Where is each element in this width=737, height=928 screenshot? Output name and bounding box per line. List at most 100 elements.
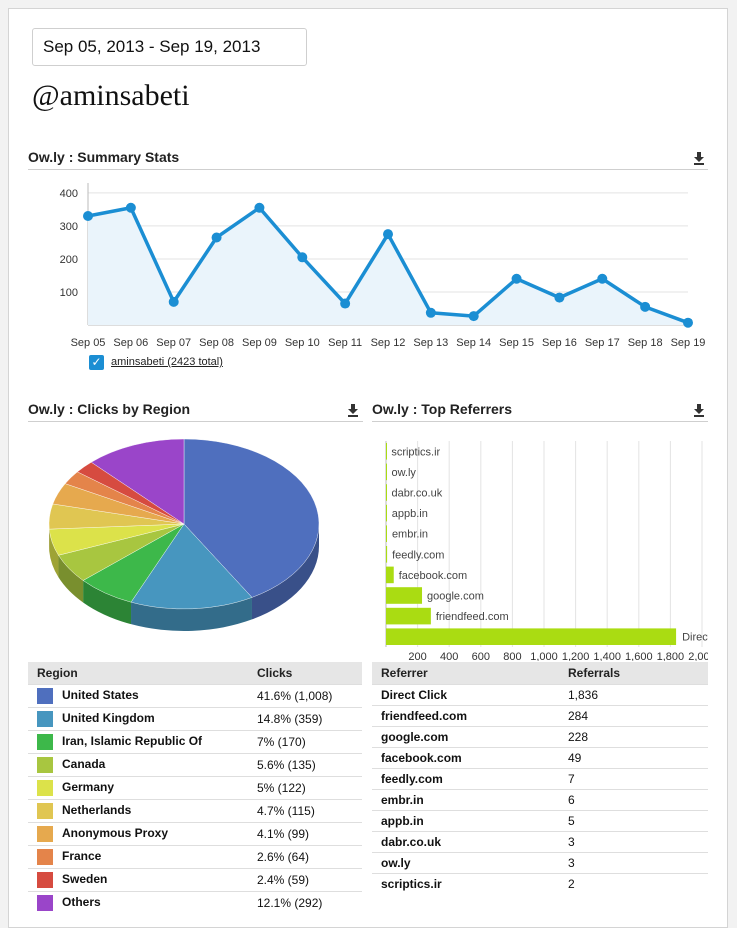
referrer-cell: facebook.com bbox=[372, 747, 568, 768]
referrals-cell: 3 bbox=[568, 831, 708, 852]
referrers-title: Ow.ly : Top Referrers bbox=[372, 401, 512, 417]
bar[interactable] bbox=[386, 546, 387, 563]
data-point[interactable] bbox=[212, 232, 222, 242]
x-tick-label: 1,400 bbox=[593, 651, 621, 661]
color-swatch bbox=[37, 849, 53, 865]
clicks-cell: 12.1% (292) bbox=[257, 891, 362, 914]
color-swatch bbox=[37, 895, 53, 911]
region-name: Sweden bbox=[62, 872, 107, 886]
data-point[interactable] bbox=[640, 302, 650, 312]
data-point[interactable] bbox=[254, 203, 264, 213]
region-cell: Canada bbox=[28, 753, 257, 776]
data-point[interactable] bbox=[383, 229, 393, 239]
region-cell: United States bbox=[28, 684, 257, 707]
x-tick-label: 200 bbox=[408, 651, 426, 661]
bar[interactable] bbox=[386, 628, 676, 645]
x-tick-label: 800 bbox=[503, 651, 521, 661]
referrals-cell: 228 bbox=[568, 726, 708, 747]
color-swatch bbox=[37, 734, 53, 750]
bar-label: Direct C bbox=[682, 632, 708, 644]
account-handle: @aminsabeti bbox=[32, 79, 190, 113]
series-legend[interactable]: ✓ aminsabeti (2423 total) bbox=[89, 354, 223, 370]
bar[interactable] bbox=[386, 443, 387, 460]
referrals-cell: 5 bbox=[568, 810, 708, 831]
color-swatch bbox=[37, 688, 53, 704]
region-title: Ow.ly : Clicks by Region bbox=[28, 401, 190, 417]
clicks-cell: 5% (122) bbox=[257, 776, 362, 799]
y-tick-label: 400 bbox=[60, 188, 78, 200]
data-point[interactable] bbox=[169, 297, 179, 307]
x-tick-label: 1,800 bbox=[657, 651, 685, 661]
bar-label: ow.ly bbox=[391, 467, 416, 479]
bar[interactable] bbox=[386, 464, 387, 481]
table-row: Others 12.1% (292) bbox=[28, 891, 362, 914]
data-point[interactable] bbox=[126, 203, 136, 213]
region-name: United States bbox=[62, 688, 139, 702]
data-point[interactable] bbox=[554, 293, 564, 303]
region-cell: Anonymous Proxy bbox=[28, 822, 257, 845]
x-tick-label: Sep 06 bbox=[113, 337, 148, 349]
data-point[interactable] bbox=[297, 252, 307, 262]
download-icon[interactable] bbox=[692, 403, 706, 417]
region-header[interactable]: Region bbox=[28, 662, 257, 684]
bar-label: feedly.com bbox=[392, 549, 444, 561]
bar[interactable] bbox=[386, 505, 387, 522]
region-name: Others bbox=[62, 895, 101, 909]
bar[interactable] bbox=[386, 484, 387, 501]
region-name: Iran, Islamic Republic Of bbox=[62, 734, 202, 748]
bar-label: facebook.com bbox=[399, 570, 467, 582]
data-point[interactable] bbox=[426, 308, 436, 318]
data-point[interactable] bbox=[512, 274, 522, 284]
bar-label: appb.in bbox=[392, 508, 428, 520]
check-icon[interactable]: ✓ bbox=[89, 355, 104, 370]
referrals-cell: 2 bbox=[568, 873, 708, 894]
referrals-header[interactable]: Referrals bbox=[568, 662, 708, 684]
download-icon[interactable] bbox=[692, 151, 706, 165]
bar[interactable] bbox=[386, 567, 394, 584]
y-tick-label: 300 bbox=[60, 221, 78, 233]
x-tick-label: Sep 16 bbox=[542, 337, 577, 349]
x-tick-label: Sep 08 bbox=[199, 337, 234, 349]
color-swatch bbox=[37, 711, 53, 727]
referrer-cell: ow.ly bbox=[372, 852, 568, 873]
data-point[interactable] bbox=[469, 311, 479, 321]
x-tick-label: 400 bbox=[440, 651, 458, 661]
x-tick-label: 600 bbox=[472, 651, 490, 661]
referrer-cell: friendfeed.com bbox=[372, 705, 568, 726]
region-cell: France bbox=[28, 845, 257, 868]
data-point[interactable] bbox=[683, 318, 693, 328]
data-point[interactable] bbox=[83, 211, 93, 221]
x-tick-label: Sep 17 bbox=[585, 337, 620, 349]
clicks-cell: 2.4% (59) bbox=[257, 868, 362, 891]
referrer-cell: dabr.co.uk bbox=[372, 831, 568, 852]
x-tick-label: Sep 13 bbox=[413, 337, 448, 349]
x-tick-label: 2,000 bbox=[688, 651, 708, 661]
region-name: Anonymous Proxy bbox=[62, 826, 168, 840]
bar[interactable] bbox=[386, 608, 431, 625]
bar[interactable] bbox=[386, 525, 387, 542]
region-cell: Others bbox=[28, 891, 257, 914]
legend-label[interactable]: aminsabeti (2423 total) bbox=[111, 356, 223, 368]
data-point[interactable] bbox=[340, 299, 350, 309]
region-cell: Iran, Islamic Republic Of bbox=[28, 730, 257, 753]
clicks-header[interactable]: Clicks bbox=[257, 662, 362, 684]
x-tick-label: Sep 07 bbox=[156, 337, 191, 349]
x-tick-label: Sep 15 bbox=[499, 337, 534, 349]
data-point[interactable] bbox=[597, 274, 607, 284]
clicks-cell: 4.1% (99) bbox=[257, 822, 362, 845]
region-cell: United Kingdom bbox=[28, 707, 257, 730]
referrer-header[interactable]: Referrer bbox=[372, 662, 568, 684]
date-range-picker[interactable]: Sep 05, 2013 - Sep 19, 2013 bbox=[32, 28, 307, 66]
bar-label: dabr.co.uk bbox=[391, 488, 442, 500]
color-swatch bbox=[37, 826, 53, 842]
bar[interactable] bbox=[386, 587, 422, 604]
download-icon[interactable] bbox=[346, 403, 360, 417]
